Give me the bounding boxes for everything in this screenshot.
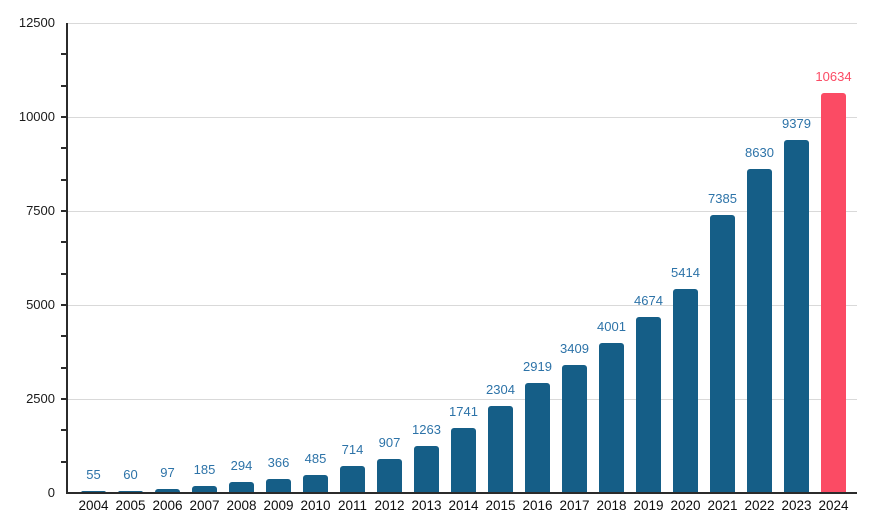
y-tick-label-5000: 5000 bbox=[26, 297, 55, 312]
bar-2024 bbox=[821, 93, 846, 493]
x-tick-label-2013: 2013 bbox=[411, 498, 442, 513]
bar-2021 bbox=[710, 215, 735, 493]
gridline-5000 bbox=[67, 304, 857, 306]
y-axis-tick bbox=[61, 210, 68, 212]
x-tick-label-2023: 2023 bbox=[781, 498, 812, 513]
bar-2019 bbox=[636, 317, 661, 493]
bar-value-label-2015: 2304 bbox=[486, 382, 515, 398]
x-tick-label-2014: 2014 bbox=[448, 498, 479, 513]
y-axis-line bbox=[66, 23, 68, 493]
x-tick-label-2020: 2020 bbox=[670, 498, 701, 513]
bar-value-label-2009: 366 bbox=[267, 455, 290, 471]
bar-value-label-2019: 4674 bbox=[634, 293, 663, 309]
bar-value-label-2005: 60 bbox=[123, 466, 138, 482]
bar-value-label-2018: 4001 bbox=[597, 318, 626, 334]
y-axis-tick bbox=[61, 272, 68, 275]
bar-value-label-2022: 8630 bbox=[745, 144, 774, 160]
x-tick-label-2017: 2017 bbox=[559, 498, 590, 513]
bar-value-label-2021: 7385 bbox=[708, 191, 737, 207]
x-tick-label-2009: 2009 bbox=[263, 498, 294, 513]
x-tick-label-2015: 2015 bbox=[485, 498, 516, 513]
x-tick-label-2006: 2006 bbox=[152, 498, 183, 513]
x-tick-label-2010: 2010 bbox=[300, 498, 331, 513]
bar-value-label-2011: 714 bbox=[341, 442, 364, 458]
bar-2011 bbox=[340, 466, 365, 493]
bar-2010 bbox=[303, 474, 328, 493]
bar-2007 bbox=[192, 486, 217, 493]
x-tick-label-2022: 2022 bbox=[744, 498, 775, 513]
y-tick-label-0: 0 bbox=[47, 485, 55, 500]
y-axis-tick bbox=[61, 335, 68, 338]
bar-value-label-2020: 5414 bbox=[671, 265, 700, 281]
bar-2009 bbox=[266, 479, 291, 493]
bar-value-label-2006: 97 bbox=[160, 465, 175, 481]
gridline-12500 bbox=[67, 22, 857, 24]
y-axis-tick bbox=[61, 84, 68, 87]
x-axis-line bbox=[66, 492, 857, 494]
bar-value-label-2010: 485 bbox=[304, 450, 327, 466]
gridline-10000 bbox=[67, 116, 857, 118]
gridline-7500 bbox=[67, 210, 857, 212]
bar-2016 bbox=[525, 383, 550, 493]
bar-2006 bbox=[155, 489, 180, 493]
y-axis-tick bbox=[61, 116, 68, 118]
bar-2014 bbox=[451, 427, 476, 493]
bar-2004 bbox=[81, 490, 106, 493]
bar-value-label-2016: 2919 bbox=[523, 359, 552, 375]
bar-2015 bbox=[488, 406, 513, 493]
bar-2017 bbox=[562, 364, 587, 493]
bar-2022 bbox=[747, 168, 772, 493]
y-tick-label-2500: 2500 bbox=[26, 391, 55, 406]
y-axis-tick bbox=[61, 53, 68, 56]
x-tick-label-2012: 2012 bbox=[374, 498, 405, 513]
bar-2005 bbox=[118, 490, 143, 493]
gridline-2500 bbox=[67, 398, 857, 400]
bar-value-label-2013: 1263 bbox=[412, 421, 441, 437]
bar-2020 bbox=[673, 289, 698, 493]
plot-area: 0 2500 5000 7500 10000 12500 55 2004 60 2005 97 200… bbox=[19, 15, 857, 513]
y-axis-tick bbox=[61, 366, 68, 369]
y-axis-tick bbox=[61, 429, 68, 432]
x-tick-label-2018: 2018 bbox=[596, 498, 627, 513]
y-axis-tick bbox=[61, 460, 68, 463]
x-tick-label-2024: 2024 bbox=[818, 498, 849, 513]
y-tick-label-12500: 12500 bbox=[18, 15, 55, 30]
bar-2018 bbox=[599, 342, 624, 493]
y-axis-tick bbox=[61, 398, 68, 400]
bar-value-label-2017: 3409 bbox=[560, 340, 589, 356]
bar-2013 bbox=[414, 445, 439, 493]
x-tick-label-2021: 2021 bbox=[707, 498, 738, 513]
x-tick-label-2016: 2016 bbox=[522, 498, 553, 513]
x-tick-label-2005: 2005 bbox=[115, 498, 146, 513]
x-tick-label-2011: 2011 bbox=[337, 498, 368, 513]
x-tick-label-2008: 2008 bbox=[226, 498, 257, 513]
x-tick-label-2004: 2004 bbox=[78, 498, 109, 513]
y-axis-tick bbox=[61, 178, 68, 181]
bar-2008 bbox=[229, 481, 254, 493]
y-axis-tick bbox=[61, 241, 68, 244]
bar-2012 bbox=[377, 458, 402, 493]
y-tick-label-7500: 7500 bbox=[26, 203, 55, 218]
bar-value-label-2004: 55 bbox=[86, 466, 101, 482]
y-axis-tick bbox=[61, 304, 68, 306]
bar-value-label-2024: 10634 bbox=[815, 69, 852, 85]
bar-value-label-2012: 907 bbox=[378, 434, 401, 450]
bar-value-label-2007: 185 bbox=[193, 462, 216, 478]
bar-value-label-2014: 1741 bbox=[449, 403, 478, 419]
bar-value-label-2008: 294 bbox=[230, 457, 253, 473]
y-tick-label-10000: 10000 bbox=[18, 109, 55, 124]
x-tick-label-2007: 2007 bbox=[189, 498, 220, 513]
x-tick-label-2019: 2019 bbox=[633, 498, 664, 513]
bar-value-label-2023: 9379 bbox=[782, 116, 811, 132]
bar-2023 bbox=[784, 140, 809, 493]
y-axis-tick bbox=[61, 147, 68, 150]
